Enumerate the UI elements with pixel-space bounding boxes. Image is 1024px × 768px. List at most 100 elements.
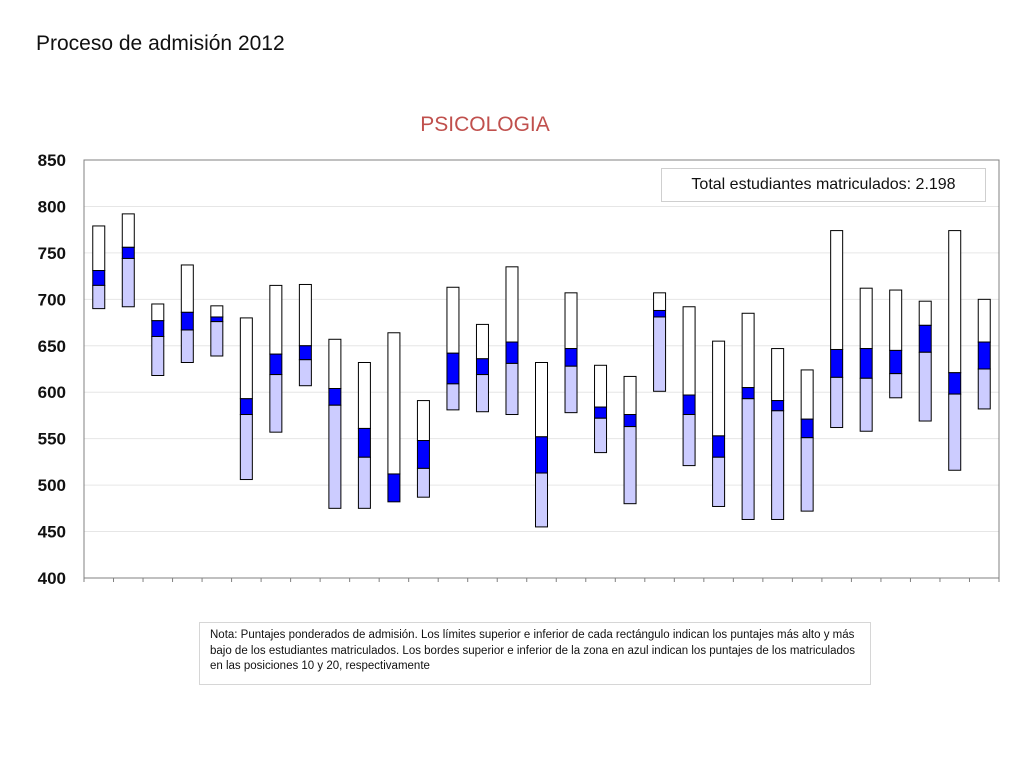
note-box: Nota: Puntajes ponderados de admisión. L… <box>199 622 871 685</box>
box-blue-zone <box>210 316 224 323</box>
box-upper <box>151 303 165 322</box>
box-lower <box>623 426 637 505</box>
box-upper <box>653 292 667 311</box>
y-tick-label: 500 <box>38 476 66 495</box>
box-upper <box>830 230 844 350</box>
box-item <box>918 300 932 422</box>
box-blue-zone <box>535 436 548 474</box>
box-lower <box>859 377 873 432</box>
chart-title: PSICOLOGIA <box>420 113 550 136</box>
box-upper <box>535 361 548 438</box>
box-blue-zone <box>328 388 342 406</box>
box-upper <box>564 292 578 350</box>
y-tick-label: 600 <box>38 383 66 402</box>
box-lower <box>564 365 578 414</box>
box-blue-zone <box>771 400 785 412</box>
box-lower <box>682 414 696 467</box>
plot-frame <box>83 159 1000 579</box>
box-upper <box>594 364 608 408</box>
box-blue-zone <box>357 427 371 458</box>
y-tick-label: 550 <box>38 430 66 449</box>
box-blue-zone <box>298 345 312 361</box>
axis-layer: 400 450 500 550 600 650 700 750 800 850 <box>38 151 1000 588</box>
box-blue-zone <box>92 270 106 286</box>
box-blue-zone <box>712 435 726 458</box>
box-blue-zone <box>918 324 932 353</box>
box-blue-zone <box>800 418 814 439</box>
box-item <box>771 348 785 520</box>
box-item <box>948 230 962 471</box>
y-tick-label: 750 <box>38 244 66 263</box>
box-item <box>712 340 726 507</box>
box-upper <box>505 266 519 343</box>
box-blue-zone <box>416 440 430 469</box>
box-upper <box>623 375 637 416</box>
box-item <box>859 287 873 432</box>
total-students-box: Total estudiantes matriculados: 2.198 <box>661 168 986 202</box>
box-blue-zone <box>387 473 401 503</box>
box-item <box>387 332 401 503</box>
box-upper <box>210 305 224 318</box>
box-item <box>328 338 342 509</box>
box-item <box>151 303 165 377</box>
box-upper <box>475 323 489 360</box>
box-item <box>977 298 991 410</box>
box-lower <box>830 376 844 429</box>
box-lower <box>446 383 460 411</box>
box-item <box>594 364 608 454</box>
box-upper <box>741 312 755 389</box>
y-tick-label: 800 <box>38 197 66 216</box>
box-upper <box>977 298 991 343</box>
box-blue-zone <box>180 311 194 331</box>
box-upper <box>121 213 135 248</box>
box-lower <box>121 257 135 308</box>
box-upper <box>269 284 283 355</box>
box-item <box>535 361 548 528</box>
box-item <box>92 225 106 310</box>
box-upper <box>239 317 253 400</box>
box-item <box>180 264 194 363</box>
box-item <box>269 284 283 433</box>
box-blue-zone <box>623 414 637 428</box>
box-lower <box>475 374 489 413</box>
grid-layer <box>84 205 999 533</box>
box-lower <box>416 467 430 498</box>
box-lower <box>771 410 785 520</box>
box-lower <box>151 335 165 377</box>
box-item <box>475 323 489 413</box>
box-item <box>830 230 844 429</box>
box-upper <box>800 369 814 420</box>
y-tick-label: 650 <box>38 337 66 356</box>
box-blue-zone <box>475 358 489 376</box>
box-item <box>505 266 519 416</box>
box-blue-zone <box>564 348 578 367</box>
box-item <box>800 369 814 512</box>
box-lower <box>328 404 342 509</box>
box-blue-zone <box>151 320 165 337</box>
box-blue-zone <box>505 341 519 364</box>
box-lower <box>800 437 814 512</box>
y-tick-label: 450 <box>38 523 66 542</box>
box-blue-zone <box>446 352 460 385</box>
box-lower <box>92 284 106 310</box>
box-item <box>446 286 460 411</box>
box-lower <box>741 398 755 520</box>
box-blue-zone <box>889 349 903 375</box>
box-lower <box>535 472 548 528</box>
y-tick-label: 400 <box>38 569 66 588</box>
box-item <box>682 306 696 467</box>
box-lower <box>712 456 726 507</box>
box-upper <box>446 286 460 354</box>
box-item <box>741 312 755 520</box>
y-tick-label: 850 <box>38 151 66 170</box>
box-blue-zone <box>653 309 667 318</box>
box-upper <box>859 287 873 350</box>
box-blue-zone <box>741 387 755 400</box>
box-lower <box>918 351 932 422</box>
box-item <box>298 283 312 387</box>
box-lower <box>357 456 371 509</box>
box-lower <box>977 368 991 410</box>
box-blue-zone <box>239 398 253 416</box>
box-upper <box>328 338 342 390</box>
